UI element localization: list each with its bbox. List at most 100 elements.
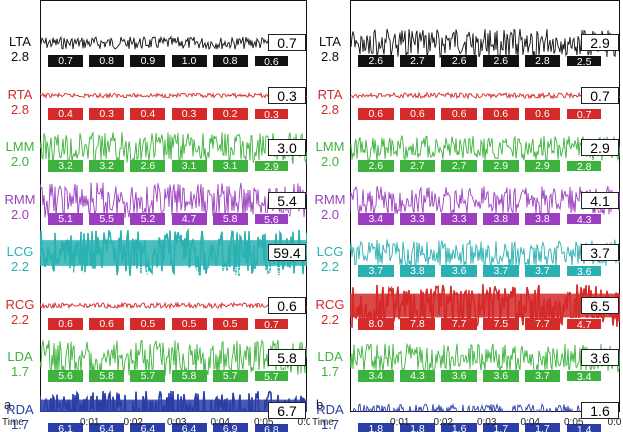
channel-scale: 2.2 (10, 311, 30, 327)
channel-summary-rta: 0.3 (268, 86, 306, 104)
value-box-rta-3: 0.3 (171, 107, 207, 120)
value-box-rda-5: 6.8 (253, 422, 289, 432)
time-tick-4: 0:05 (254, 417, 274, 428)
trace-b-lta (350, 28, 620, 59)
trace-a-rta (40, 91, 307, 99)
trace-a-lta (40, 35, 307, 50)
value-box-rcg-2: 7.7 (441, 317, 477, 330)
value-box-lcg-1: 3.8 (399, 265, 436, 277)
value-box-rcg-2: 0.5 (130, 317, 166, 330)
channel-label-lmm: LMM 2.0 (0, 139, 40, 169)
panel-b-traces (350, 28, 620, 412)
trace-b-lmm (350, 135, 620, 162)
value-box-lcg-3: 3.7 (483, 265, 519, 277)
channel-name: RCG (5, 296, 35, 312)
value-box-rda-0: 1.8 (358, 422, 394, 432)
value-box-lta-1: 0.8 (89, 55, 125, 67)
value-box-lta-4: 2.8 (524, 55, 561, 67)
channel-name: RTA (317, 86, 343, 102)
value-box-rmm-1: 3.3 (399, 212, 436, 225)
trace-b-rmm (350, 185, 620, 216)
value-box-rta-4: 0.6 (524, 107, 561, 120)
value-box-rda-3: 6.4 (171, 422, 207, 432)
channel-label-lta: LTA 2.8 (0, 34, 40, 64)
value-box-lda-4: 3.7 (524, 370, 561, 382)
channel-label-lmm: LMM 2.0 (310, 139, 350, 169)
value-box-lcg-3: 60.4 (178, 265, 200, 277)
channel-label-rda: RDA 1.7 (310, 402, 350, 432)
channel-summary-lda: 3.6 (581, 349, 619, 366)
channel-summary-lcg: 3.7 (581, 244, 619, 261)
channel-scale: 1.7 (320, 416, 340, 432)
value-box-rcg-3: 0.5 (171, 317, 207, 330)
panel-a-label: a (4, 397, 12, 412)
value-box-rta-0: 0.6 (358, 107, 394, 120)
value-box-rcg-0: 0.6 (48, 317, 84, 330)
value-box-rmm-0: 5.1 (48, 212, 84, 225)
time-tick-3: 0:04 (210, 417, 230, 428)
channel-name: RDA (316, 401, 344, 417)
value-box-lmm-3: 2.9 (483, 160, 519, 172)
value-box-lmm-0: 3.2 (48, 160, 84, 172)
value-box-lda-3: 3.6 (483, 370, 519, 382)
value-box-lta-2: 0.9 (130, 55, 166, 67)
value-box-lda-5: 5.7 (253, 370, 289, 383)
value-box-rcg-5: 0.7 (253, 317, 289, 331)
value-box-rmm-5: 5.6 (253, 212, 289, 226)
channel-label-rda: RDA 1.7 (0, 402, 40, 432)
value-box-rmm-2: 3.3 (441, 212, 477, 225)
value-box-rda-2: 6.4 (130, 422, 166, 432)
value-box-lda-0: 5.6 (48, 370, 84, 382)
value-box-lmm-2: 2.7 (441, 160, 477, 172)
trace-b-rda (352, 402, 619, 412)
value-box-lta-1: 2.7 (399, 55, 436, 67)
channel-scale: 2.0 (320, 206, 340, 222)
value-box-rmm-3: 3.8 (483, 212, 519, 225)
channel-summary-rda: 6.7 (268, 401, 306, 419)
value-box-rta-1: 0.3 (89, 107, 125, 120)
channel-name: LTA (319, 34, 341, 49)
value-box-lmm-2: 2.6 (130, 160, 166, 172)
value-box-lta-0: 2.6 (358, 55, 394, 67)
value-box-rda-1: 1.8 (399, 422, 436, 432)
value-box-lda-4: 5.7 (212, 370, 248, 382)
channel-summary-lta: 2.9 (581, 34, 619, 51)
channel-scale: 2.8 (10, 101, 30, 117)
time-tick-4: 0:05 (564, 417, 584, 428)
value-box-rcg-5: 4.7 (566, 317, 602, 331)
value-box-lda-0: 3.4 (358, 370, 394, 382)
channel-name: RMM (4, 191, 36, 207)
value-box-rda-0: 6.1 (48, 422, 84, 432)
trace-a-rmm (40, 182, 307, 220)
value-box-rda-4: 6.9 (212, 422, 248, 432)
value-box-rta-5: 0.7 (566, 107, 602, 121)
trace-band-a-rda (40, 399, 307, 412)
channel-scale: 2.0 (10, 206, 30, 222)
value-box-rda-5: 1.4 (566, 422, 602, 432)
channel-name: LMM (315, 139, 345, 154)
value-box-rta-2: 0.6 (441, 107, 477, 120)
channel-name: RCG (315, 296, 345, 312)
channel-scale: 2.0 (320, 154, 340, 169)
value-box-rcg-4: 0.5 (212, 317, 248, 330)
value-box-rda-3: 1.7 (483, 422, 519, 432)
channel-summary-rmm: 5.4 (268, 191, 306, 209)
time-tick-3: 0:04 (520, 417, 540, 428)
value-box-lcg-0: 3.7 (358, 265, 394, 277)
channel-name: LCG (6, 244, 34, 259)
channel-label-lda: LDA 1.7 (310, 349, 350, 379)
channel-name: LCG (316, 244, 344, 259)
trace-a-lda (40, 339, 307, 377)
value-box-lcg-5: 3.6 (566, 265, 602, 278)
channel-name: RTA (7, 86, 33, 102)
value-box-rda-2: 1.6 (441, 422, 477, 432)
value-box-lta-4: 0.8 (212, 55, 248, 67)
channel-summary-lmm: 3.0 (268, 139, 306, 156)
value-box-lda-2: 3.6 (441, 370, 477, 382)
trace-band-b-rcg (350, 293, 620, 318)
trace-a-rcg (40, 301, 307, 310)
value-box-rcg-1: 7.8 (399, 317, 436, 330)
channel-scale: 2.8 (320, 49, 340, 64)
channel-summary-lcg: 59.4 (268, 244, 306, 261)
value-box-lta-3: 2.6 (483, 55, 519, 67)
